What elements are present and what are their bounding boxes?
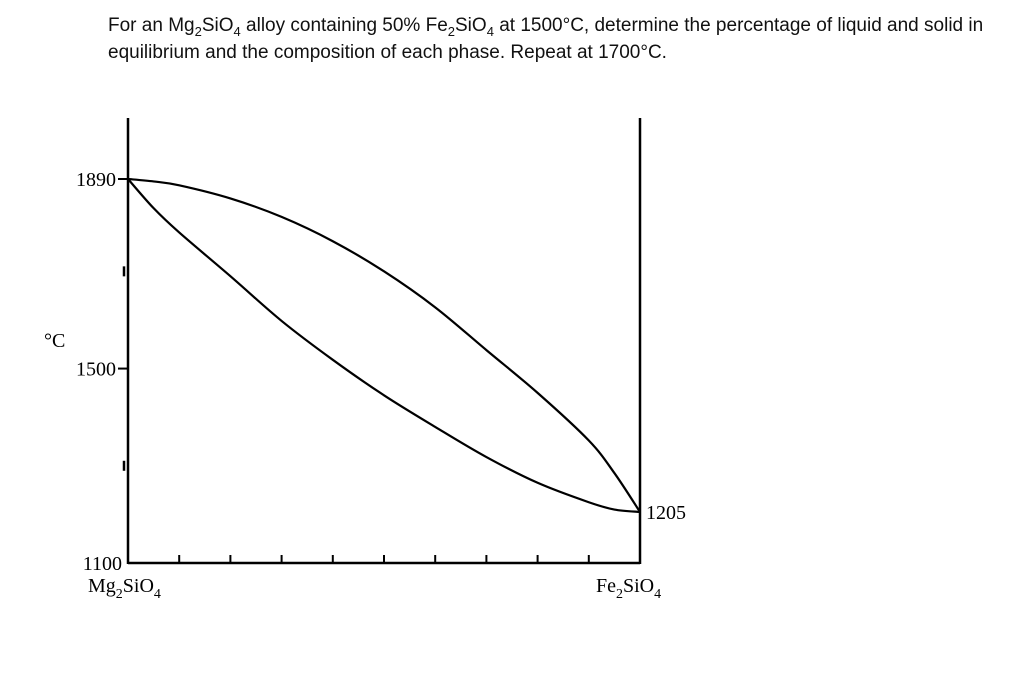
x-label-fe2sio4-base: Fe — [596, 575, 616, 597]
subscript: 2 — [447, 23, 455, 39]
y-tick-label: 1890 — [76, 169, 116, 191]
y-axis-label: °C — [44, 330, 65, 352]
chart-axes — [118, 118, 642, 565]
liquidus-curve — [127, 177, 641, 513]
x-label-fe2sio4: Fe2SiO4 — [596, 575, 661, 602]
question-part: SiO — [201, 15, 234, 36]
x-label-mg2sio4-base: Mg — [88, 575, 116, 597]
solidus-curve — [127, 178, 641, 514]
y-tick-label: 1500 — [76, 359, 116, 381]
y-tick-label: 1100 — [83, 553, 122, 575]
x-label-fe2sio4-sub1: 2 — [616, 587, 623, 602]
question-part: at 1500°C, determine the percentage of l… — [108, 15, 984, 63]
x-label-mg2sio4-mid: SiO — [123, 575, 154, 597]
x-label-mg2sio4: Mg2SiO4 — [88, 575, 161, 602]
x-label-mg2sio4-sub2: 4 — [154, 587, 161, 602]
melting-point-annotation: 1205 — [646, 502, 686, 524]
chart-series-group — [127, 177, 641, 514]
question-part: alloy containing 50% Fe — [240, 15, 448, 36]
subscript: 4 — [486, 23, 494, 39]
x-label-mg2sio4-sub1: 2 — [116, 587, 123, 602]
x-label-fe2sio4-mid: SiO — [623, 575, 654, 597]
subscript: 2 — [194, 23, 202, 39]
x-label-fe2sio4-sub2: 4 — [654, 587, 661, 602]
question-text: For an Mg2SiO4 alloy containing 50% Fe2S… — [108, 12, 988, 66]
subscript: 4 — [233, 23, 241, 39]
question-part: SiO — [455, 15, 487, 36]
question-part: For an Mg — [108, 15, 195, 36]
